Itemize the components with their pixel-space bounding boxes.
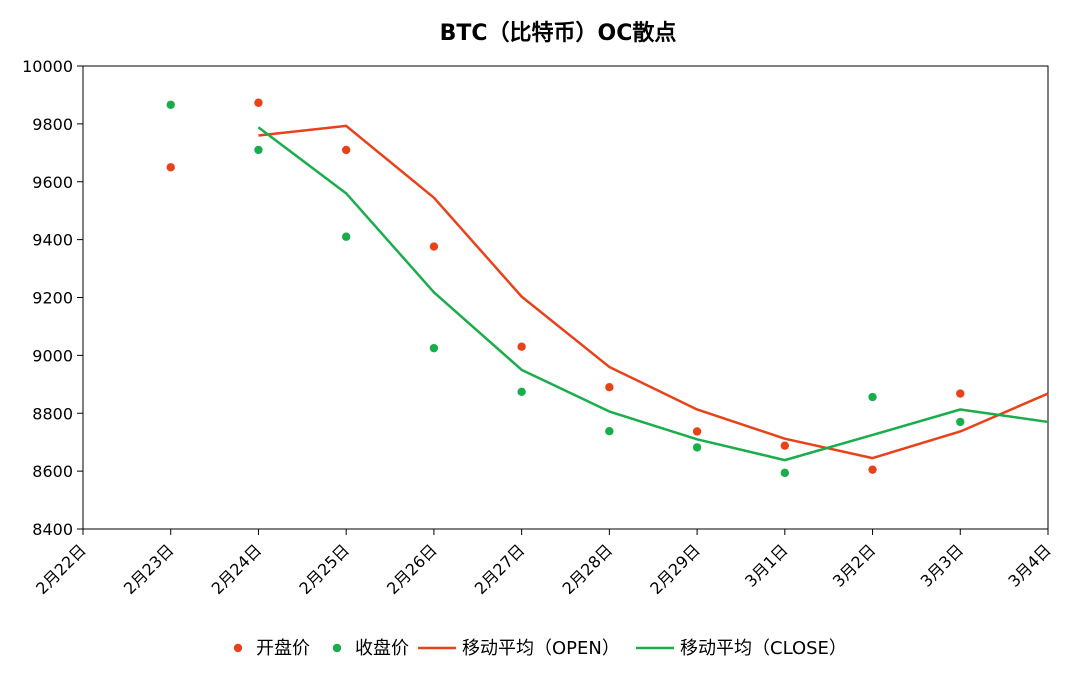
- legend-label: 开盘价: [256, 638, 310, 659]
- x-tick-label: 2月23日: [120, 540, 178, 598]
- x-tick-label: 3月1日: [741, 540, 791, 590]
- data-point-series-0: [429, 242, 439, 251]
- x-tick-label: 2月29日: [646, 540, 704, 598]
- data-point-series-0: [517, 342, 526, 351]
- x-tick-label: 2月26日: [383, 540, 441, 598]
- y-tick-label: 9400: [32, 231, 73, 250]
- data-point-series-1: [166, 100, 175, 109]
- series-line-2: [258, 124, 1049, 460]
- legend-label: 移动平均（OPEN）: [462, 638, 620, 659]
- data-point-series-0: [341, 145, 351, 155]
- data-point-series-0: [692, 427, 702, 436]
- data-point-series-0: [605, 383, 614, 392]
- legend-swatch: [332, 643, 342, 653]
- series-line-3: [257, 126, 1049, 462]
- data-point-series-1: [605, 426, 614, 436]
- data-point-series-1: [517, 387, 526, 397]
- data-point-series-1: [956, 417, 965, 427]
- data-point-series-1: [780, 468, 790, 478]
- y-tick-label: 9600: [32, 173, 73, 192]
- data-point-series-0: [956, 389, 965, 398]
- x-tick-label: 2月27日: [471, 540, 529, 598]
- data-point-series-1: [692, 443, 702, 452]
- data-point-series-0: [254, 98, 263, 107]
- axes: 8400 8600 8800 9000 9200 9400 9600 9800 10000 2月2…: [22, 57, 1055, 598]
- y-tick-label: 9200: [32, 289, 73, 308]
- legend: 开盘价 收盘价 移动平均（OPEN） 移动平均（CLOSE）: [233, 638, 847, 659]
- chart-title: BTC（比特币）OC散点: [440, 20, 677, 46]
- legend-label: 收盘价: [355, 638, 409, 659]
- plot-frame: [82, 65, 1049, 530]
- x-tick-label: 2月24日: [208, 540, 266, 598]
- y-tick-label: 9000: [32, 346, 73, 365]
- data-point-series-1: [254, 145, 263, 155]
- x-tick-label: 3月2日: [829, 540, 879, 590]
- legend-swatch: [233, 643, 243, 653]
- x-tick-label: 2月22日: [32, 540, 90, 598]
- y-tick-label: 8800: [32, 404, 73, 423]
- data-point-series-1: [429, 343, 439, 353]
- data-point-series-0: [868, 465, 877, 474]
- y-tick-label: 8400: [32, 520, 73, 539]
- data-point-series-0: [780, 441, 790, 450]
- y-tick-label: 8600: [32, 462, 73, 481]
- x-tick-label: 2月25日: [295, 540, 353, 598]
- x-tick-label: 3月3日: [917, 540, 967, 590]
- x-tick-label: 2月28日: [559, 540, 617, 598]
- legend-label: 移动平均（CLOSE）: [680, 638, 847, 659]
- x-tick-label: 3月4日: [1004, 540, 1054, 590]
- data-point-series-1: [868, 392, 877, 402]
- y-tick-label: 10000: [22, 57, 73, 76]
- data-point-series-1: [341, 232, 351, 241]
- series-points: [166, 98, 965, 478]
- y-tick-label: 9800: [32, 115, 73, 134]
- data-point-series-0: [166, 163, 175, 172]
- series-lines: [257, 124, 1049, 462]
